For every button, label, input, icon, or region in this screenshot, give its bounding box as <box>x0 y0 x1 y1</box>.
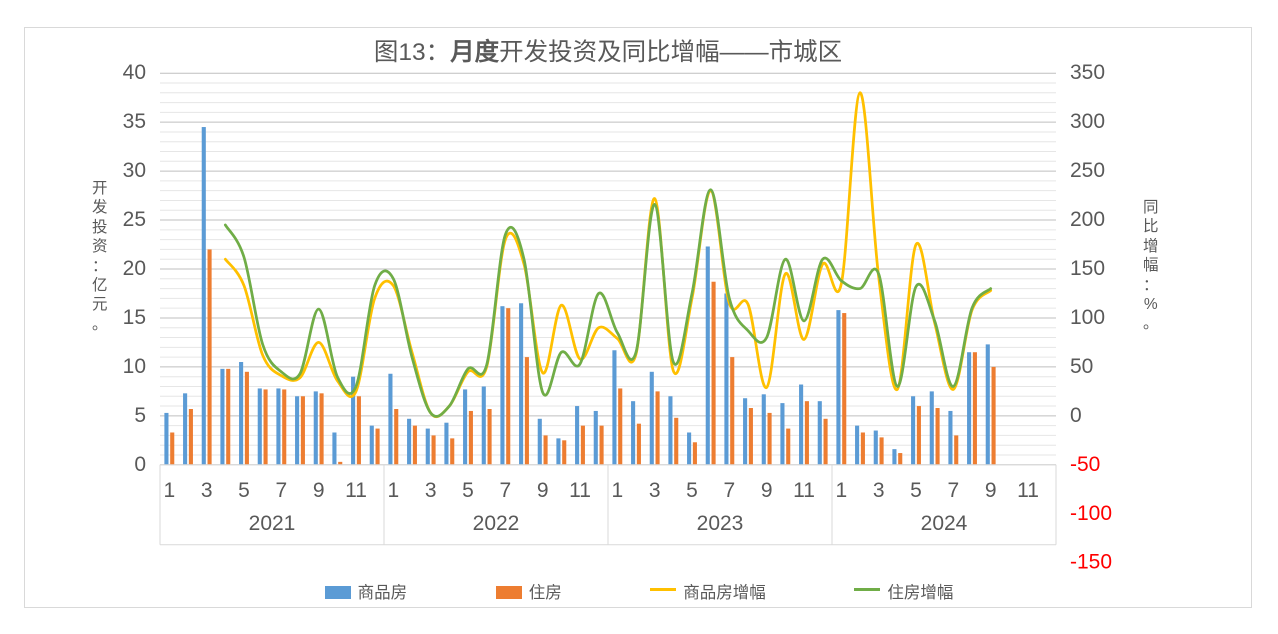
svg-text:2022: 2022 <box>473 512 520 535</box>
svg-text:7: 7 <box>275 479 287 502</box>
svg-text:50: 50 <box>1070 355 1093 378</box>
svg-text:10: 10 <box>123 355 146 378</box>
svg-text:9: 9 <box>761 479 773 502</box>
svg-text:3: 3 <box>425 479 437 502</box>
svg-text:250: 250 <box>1070 159 1105 182</box>
svg-text:0: 0 <box>134 453 146 476</box>
svg-text:2023: 2023 <box>697 512 744 535</box>
svg-text:11: 11 <box>793 479 815 502</box>
svg-text:7: 7 <box>947 479 959 502</box>
svg-text:-150: -150 <box>1070 551 1112 574</box>
svg-text:3: 3 <box>873 479 885 502</box>
svg-text:20: 20 <box>123 257 146 280</box>
svg-text:-50: -50 <box>1070 453 1100 476</box>
svg-text:0: 0 <box>1070 404 1082 427</box>
svg-text:5: 5 <box>238 479 250 502</box>
svg-text:15: 15 <box>123 306 146 329</box>
svg-text:40: 40 <box>123 61 146 84</box>
svg-text:5: 5 <box>462 479 474 502</box>
svg-text:3: 3 <box>201 479 213 502</box>
svg-text:1: 1 <box>835 479 847 502</box>
svg-text:350: 350 <box>1070 61 1105 84</box>
svg-text:-100: -100 <box>1070 502 1112 525</box>
svg-text:5: 5 <box>910 479 922 502</box>
svg-text:100: 100 <box>1070 306 1105 329</box>
svg-text:7: 7 <box>723 479 735 502</box>
svg-text:9: 9 <box>537 479 549 502</box>
svg-text:2024: 2024 <box>921 512 968 535</box>
svg-text:25: 25 <box>123 208 146 231</box>
svg-text:1: 1 <box>611 479 623 502</box>
svg-text:5: 5 <box>686 479 698 502</box>
svg-text:150: 150 <box>1070 257 1105 280</box>
svg-text:11: 11 <box>345 479 367 502</box>
svg-text:300: 300 <box>1070 110 1105 133</box>
svg-text:9: 9 <box>985 479 997 502</box>
svg-text:11: 11 <box>569 479 591 502</box>
svg-text:5: 5 <box>134 404 146 427</box>
svg-text:35: 35 <box>123 110 146 133</box>
svg-text:3: 3 <box>649 479 661 502</box>
svg-text:9: 9 <box>313 479 325 502</box>
svg-text:30: 30 <box>123 159 146 182</box>
svg-text:7: 7 <box>499 479 511 502</box>
svg-text:2021: 2021 <box>249 512 296 535</box>
svg-text:200: 200 <box>1070 208 1105 231</box>
svg-text:1: 1 <box>163 479 175 502</box>
svg-text:11: 11 <box>1017 479 1039 502</box>
svg-text:1: 1 <box>387 479 399 502</box>
